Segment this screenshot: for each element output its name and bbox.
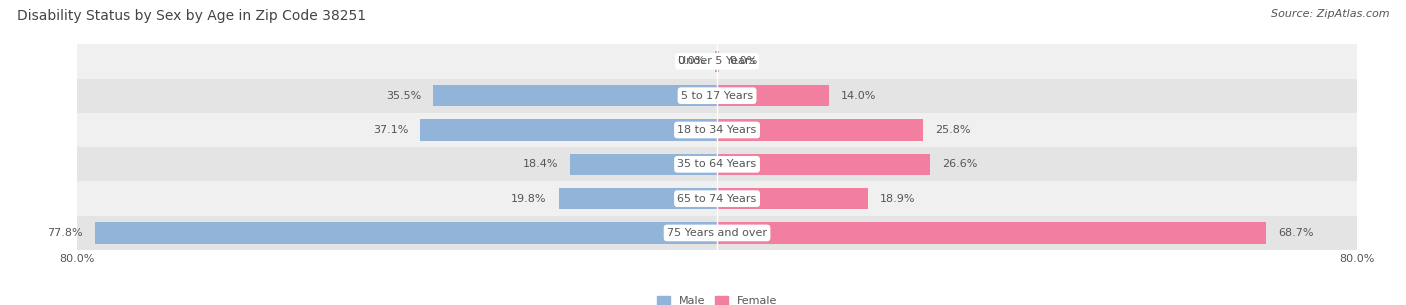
Bar: [717, 51, 720, 72]
Bar: [77, 181, 1357, 216]
Bar: [96, 222, 717, 244]
Bar: [717, 188, 868, 209]
Text: 5 to 17 Years: 5 to 17 Years: [681, 91, 754, 101]
Text: 35.5%: 35.5%: [385, 91, 422, 101]
Text: 19.8%: 19.8%: [512, 194, 547, 204]
Text: 25.8%: 25.8%: [935, 125, 972, 135]
Text: Source: ZipAtlas.com: Source: ZipAtlas.com: [1271, 9, 1389, 19]
Text: Disability Status by Sex by Age in Zip Code 38251: Disability Status by Sex by Age in Zip C…: [17, 9, 366, 23]
Bar: [77, 147, 1357, 181]
Bar: [714, 51, 717, 72]
Bar: [717, 85, 830, 106]
Bar: [717, 119, 924, 141]
Text: 65 to 74 Years: 65 to 74 Years: [678, 194, 756, 204]
Text: 75 Years and over: 75 Years and over: [666, 228, 768, 238]
Text: 0.0%: 0.0%: [730, 56, 758, 66]
Text: Under 5 Years: Under 5 Years: [679, 56, 755, 66]
Bar: [569, 154, 717, 175]
Text: 35 to 64 Years: 35 to 64 Years: [678, 159, 756, 169]
Text: 18.9%: 18.9%: [880, 194, 915, 204]
Bar: [420, 119, 717, 141]
Bar: [77, 216, 1357, 250]
Text: 18.4%: 18.4%: [523, 159, 558, 169]
Bar: [77, 113, 1357, 147]
Text: 14.0%: 14.0%: [841, 91, 876, 101]
Legend: Male, Female: Male, Female: [657, 296, 778, 305]
Bar: [717, 222, 1267, 244]
Bar: [558, 188, 717, 209]
Text: 26.6%: 26.6%: [942, 159, 977, 169]
Bar: [77, 79, 1357, 113]
Bar: [77, 44, 1357, 79]
Text: 18 to 34 Years: 18 to 34 Years: [678, 125, 756, 135]
Text: 77.8%: 77.8%: [48, 228, 83, 238]
Bar: [433, 85, 717, 106]
Bar: [717, 154, 929, 175]
Text: 37.1%: 37.1%: [373, 125, 408, 135]
Text: 68.7%: 68.7%: [1278, 228, 1315, 238]
Text: 0.0%: 0.0%: [676, 56, 704, 66]
